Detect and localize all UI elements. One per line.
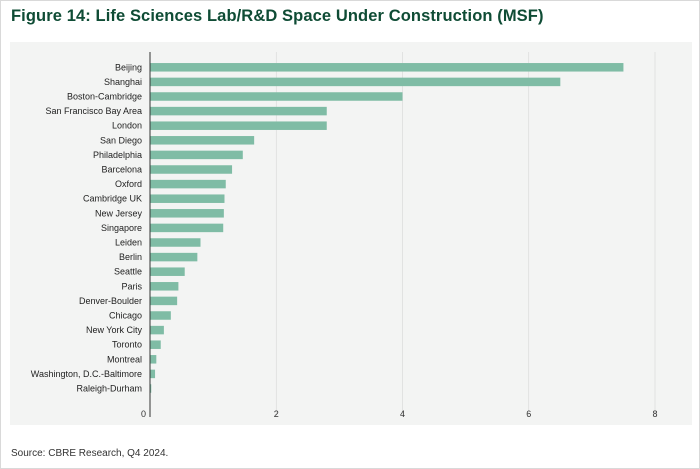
category-label: Paris bbox=[121, 281, 142, 291]
category-label: San Francisco Bay Area bbox=[45, 106, 142, 116]
category-label: San Diego bbox=[100, 135, 142, 145]
bar bbox=[150, 150, 243, 160]
bar bbox=[150, 136, 255, 145]
category-label: New York City bbox=[86, 325, 143, 335]
bars bbox=[150, 63, 624, 393]
bar bbox=[150, 121, 327, 130]
bar bbox=[150, 77, 561, 87]
x-tick-label: 8 bbox=[652, 409, 657, 419]
bar bbox=[150, 282, 179, 291]
category-label: Shanghai bbox=[104, 77, 142, 87]
bar bbox=[150, 165, 233, 174]
x-axis-tick-labels: 0 2 4 6 8 bbox=[141, 409, 658, 419]
category-label: Boston-Cambridge bbox=[67, 92, 142, 102]
x-tick-label: 0 bbox=[141, 409, 146, 419]
category-label: Cambridge UK bbox=[83, 194, 142, 204]
bar bbox=[150, 223, 224, 233]
category-label: Barcelona bbox=[101, 165, 142, 175]
category-labels: Beijing Shanghai Boston-Cambridge San Franc… bbox=[31, 62, 143, 393]
bar bbox=[150, 311, 171, 320]
category-label: Philadelphia bbox=[93, 150, 142, 160]
grid-lines bbox=[275, 52, 656, 417]
bar bbox=[150, 296, 178, 306]
bar bbox=[150, 238, 201, 247]
category-label: Washington, D.C.-Baltimore bbox=[31, 369, 142, 379]
category-label: Raleigh-Durham bbox=[76, 384, 142, 394]
bar bbox=[150, 194, 225, 203]
bar bbox=[150, 92, 403, 101]
category-label: Leiden bbox=[115, 238, 142, 248]
x-tick-label: 2 bbox=[274, 409, 279, 419]
chart-title: Figure 14: Life Sciences Lab/R&D Space U… bbox=[11, 7, 544, 25]
source-note: Source: CBRE Research, Q4 2024. bbox=[11, 448, 169, 459]
category-label: Oxford bbox=[115, 179, 142, 189]
category-label: Berlin bbox=[119, 252, 142, 262]
category-label: Chicago bbox=[109, 311, 142, 321]
category-label: Seattle bbox=[114, 267, 142, 277]
bar bbox=[150, 106, 327, 116]
x-tick-label: 4 bbox=[400, 409, 405, 419]
bar bbox=[150, 252, 198, 262]
category-label: Montreal bbox=[107, 354, 142, 364]
category-label: Beijing bbox=[115, 62, 142, 72]
bar bbox=[150, 209, 224, 218]
category-label: Denver-Boulder bbox=[79, 296, 142, 306]
bar bbox=[150, 384, 152, 393]
bar bbox=[150, 63, 624, 72]
bar bbox=[150, 369, 156, 379]
category-label: Toronto bbox=[112, 340, 142, 350]
bar bbox=[150, 355, 157, 364]
category-label: New Jersey bbox=[95, 208, 143, 218]
x-tick-label: 6 bbox=[526, 409, 531, 419]
bar bbox=[150, 325, 164, 335]
chart-panel bbox=[10, 42, 692, 425]
category-label: London bbox=[112, 121, 142, 131]
bar bbox=[150, 179, 226, 189]
category-label: Singapore bbox=[101, 223, 142, 233]
bar bbox=[150, 267, 185, 276]
bar bbox=[150, 340, 161, 349]
